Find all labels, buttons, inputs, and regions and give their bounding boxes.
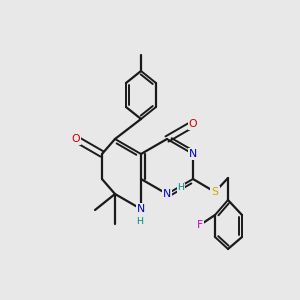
Text: H: H (136, 217, 143, 226)
Text: N: N (189, 149, 197, 159)
Text: S: S (212, 187, 218, 197)
Text: O: O (189, 119, 197, 129)
Text: N: N (137, 204, 145, 214)
Text: H: H (178, 184, 184, 193)
Text: N: N (163, 189, 171, 199)
Text: F: F (197, 220, 203, 230)
Text: O: O (72, 134, 80, 144)
